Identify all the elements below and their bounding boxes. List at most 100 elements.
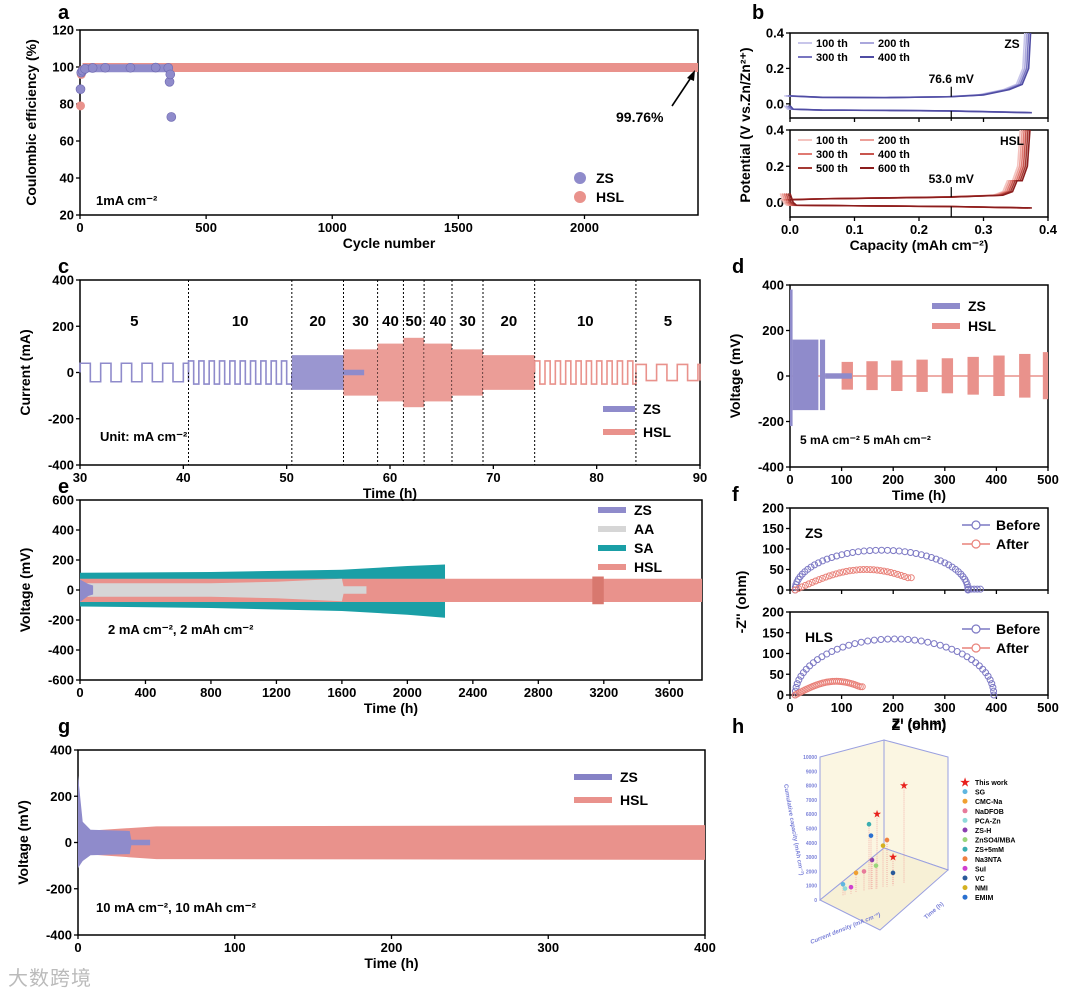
legend-label: ZS <box>620 769 638 785</box>
legend-label: HSL <box>596 189 624 205</box>
eis-marker-before <box>884 635 892 643</box>
x-tick-label: 2000 <box>570 220 599 235</box>
data-point-star: ★ <box>889 852 898 862</box>
eis-marker-after <box>890 569 898 577</box>
legend-marker <box>971 624 981 634</box>
eis-marker-after <box>894 570 902 578</box>
eis-marker-after <box>887 569 895 577</box>
x-tick-label: 2000 <box>393 685 422 700</box>
eis-marker-after <box>791 586 799 594</box>
eis-marker-after <box>842 567 850 575</box>
eis-marker-after <box>877 567 885 575</box>
x-tick-label: 400 <box>986 472 1008 487</box>
eis-marker-after <box>815 576 823 584</box>
x-tick-label: 90 <box>693 470 707 485</box>
z-axis-title: Cumulative capacity (mAh cm⁻²) <box>782 784 805 876</box>
x-tick-label: 100 <box>831 472 853 487</box>
x-tick-label: 200 <box>882 700 904 715</box>
zs-ce-point <box>125 62 136 73</box>
data-point <box>840 881 846 887</box>
zs-voltage-block <box>819 339 826 411</box>
legend-label: After <box>996 536 1029 552</box>
legend-label: HSL <box>634 559 662 575</box>
eis-marker-after <box>805 580 813 588</box>
current-band <box>291 355 344 390</box>
x-tick-label: 2800 <box>524 685 553 700</box>
legend-label: Na3NTA <box>975 857 1002 864</box>
hsl-spike <box>592 576 604 605</box>
legend-marker <box>971 539 981 549</box>
eis-marker-after <box>829 571 837 579</box>
y-tick-label: -400 <box>48 458 74 473</box>
legend-label: HSL <box>968 318 996 334</box>
legend-label: SG <box>975 790 986 797</box>
rate-label: 5 <box>130 313 138 330</box>
rate-label: 10 <box>577 313 594 330</box>
hsl-voltage-block <box>967 356 979 395</box>
eis-marker-before <box>988 680 996 688</box>
x-axis-title: Cycle number <box>343 235 436 251</box>
eis-marker-before <box>990 691 998 699</box>
eis-marker-before <box>806 662 814 670</box>
x-tick-label: 400 <box>694 940 716 955</box>
eis-marker-before <box>811 561 819 569</box>
eis-marker-before <box>795 676 803 684</box>
eis-marker-before <box>941 559 949 567</box>
x-tick-label: 50 <box>279 470 293 485</box>
y-tick-label: 40 <box>60 171 74 186</box>
eis-marker-before <box>792 683 800 691</box>
zs-voltage-band <box>78 775 151 868</box>
y-tick-label: 0 <box>777 688 784 703</box>
legend-marker <box>971 520 981 530</box>
z-tick-label: 0 <box>814 898 817 904</box>
y-tick-label: 120 <box>52 23 74 38</box>
current-band <box>452 349 483 396</box>
x-tick-label: 0 <box>786 472 793 487</box>
eis-marker-after <box>863 566 871 574</box>
legend-label: ZS <box>968 298 986 314</box>
current-band <box>483 355 535 390</box>
eis-marker-after <box>832 570 840 578</box>
y-tick-label: 400 <box>762 278 784 293</box>
current-square-wave <box>187 360 293 385</box>
eis-marker-after <box>849 566 857 574</box>
legend-label: HSL <box>643 424 671 440</box>
eis-marker-before <box>860 547 868 555</box>
y-tick-label: 0 <box>67 365 74 380</box>
y-axis-title: Voltage (mV) <box>17 548 33 633</box>
eis-marker-after <box>858 683 866 691</box>
y-tick-label: 0.0 <box>766 96 784 111</box>
zs-ce-point <box>165 69 176 80</box>
eis-marker-before <box>870 636 878 644</box>
watermark: 大数跨境 <box>8 966 92 990</box>
legend-marker <box>962 837 968 843</box>
eis-marker-after <box>853 566 861 574</box>
eis-marker-before <box>864 637 872 645</box>
legend-label: 100 th <box>816 135 848 147</box>
y-tick-label: 0 <box>777 583 784 598</box>
legend-marker <box>962 865 968 871</box>
legend-star-icon: ★ <box>960 777 970 789</box>
current-density-annotation: 1mA cm⁻² <box>96 193 158 208</box>
x-tick-label: 500 <box>195 220 217 235</box>
zs-ce-point <box>100 62 111 73</box>
rate-label: 20 <box>500 313 517 330</box>
eis-marker-after <box>856 566 864 574</box>
rate-label: 10 <box>232 313 249 330</box>
eis-marker-after <box>839 568 847 576</box>
eis-marker-before <box>833 552 841 560</box>
x-axis-title: Z' (ohm) <box>892 715 947 731</box>
legend-marker <box>962 808 968 814</box>
y-tick-label: 0.2 <box>766 159 784 174</box>
condition-annotation: 10 mA cm⁻², 10 mAh cm⁻² <box>96 900 257 915</box>
x-tick-label: 300 <box>934 700 956 715</box>
eis-marker-after <box>795 584 803 592</box>
y-tick-label: -600 <box>48 673 74 688</box>
legend-label: PCA-Zn <box>975 818 1001 825</box>
y-tick-label: 150 <box>762 625 784 640</box>
rate-label: 40 <box>430 313 447 330</box>
zs-voltage-block <box>790 289 793 427</box>
eis-marker-after <box>801 581 809 589</box>
y-tick-label: 600 <box>52 493 74 508</box>
data-point <box>848 884 854 890</box>
